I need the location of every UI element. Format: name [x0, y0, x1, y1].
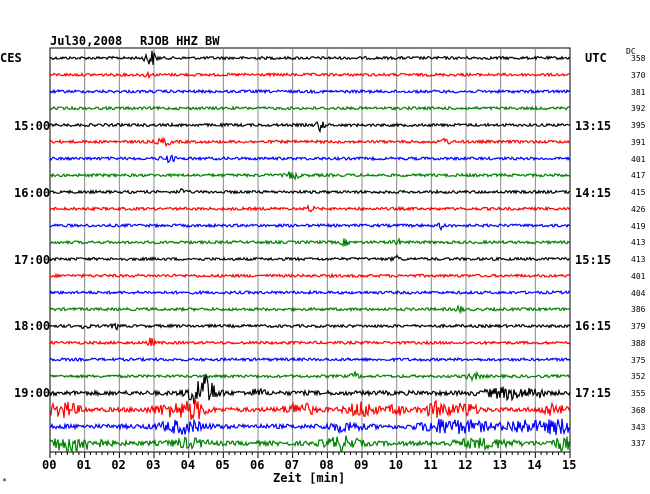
- dc-value: 388: [631, 338, 646, 348]
- dc-value: 358: [631, 54, 646, 63]
- seismic-trace: [49, 171, 571, 181]
- seismic-trace: [49, 322, 571, 331]
- x-tick-label: 03: [146, 458, 161, 472]
- seismic-trace: [49, 88, 571, 95]
- right-time-label: 16:15: [575, 319, 612, 333]
- x-tick-label: 11: [423, 458, 438, 472]
- seismic-trace: [49, 370, 571, 382]
- seismic-trace: [49, 70, 571, 80]
- seismic-trace: [49, 337, 571, 347]
- dc-value: 401: [631, 271, 646, 281]
- dc-value: 419: [631, 221, 646, 231]
- x-axis-label: Zeit [min]: [273, 471, 346, 485]
- dc-value: 415: [631, 188, 646, 197]
- x-tick-label: 05: [215, 458, 230, 472]
- seismic-trace: [49, 188, 571, 195]
- dc-value: 379: [631, 322, 646, 331]
- x-tick-label: 08: [319, 458, 334, 472]
- seismic-trace: [49, 304, 571, 315]
- dc-value: 352: [631, 372, 646, 382]
- seismic-trace: [49, 356, 571, 363]
- corner-mark: *: [2, 477, 7, 486]
- x-tick-label: 10: [388, 458, 404, 472]
- x-tick-label: 06: [250, 458, 265, 472]
- left-timezone-label: CES: [0, 51, 22, 65]
- dc-value: 355: [631, 389, 646, 398]
- seismic-trace: [49, 289, 571, 296]
- dc-label: DC: [626, 47, 636, 56]
- dc-value: 375: [631, 355, 646, 365]
- seismic-trace: [49, 203, 571, 213]
- seismic-trace: [49, 136, 571, 148]
- dc-value: 337: [631, 439, 646, 449]
- station-label: RJOB HHZ BW: [140, 34, 220, 48]
- dc-value: 417: [631, 171, 646, 181]
- right-timezone-label: UTC: [585, 51, 607, 65]
- seismic-trace: [49, 154, 571, 164]
- seismic-trace: [49, 373, 571, 405]
- seismic-trace: [49, 105, 571, 111]
- seismic-trace: [49, 272, 571, 279]
- x-tick-label: 12: [458, 458, 473, 472]
- x-tick-label: 13: [492, 458, 508, 472]
- dc-value: 401: [631, 154, 646, 164]
- seismic-trace: [49, 121, 571, 134]
- dc-value: 392: [631, 104, 646, 114]
- left-time-label: 18:00: [14, 319, 51, 333]
- seismic-trace: [50, 222, 571, 232]
- left-time-label: 17:00: [14, 253, 51, 267]
- seismic-trace: [49, 50, 571, 65]
- left-time-label: 19:00: [14, 386, 51, 400]
- dc-value: 413: [631, 238, 646, 248]
- dc-value: 381: [631, 87, 646, 97]
- seismic-trace: [49, 237, 571, 248]
- right-time-label: 13:15: [575, 119, 612, 133]
- dc-value: 395: [631, 121, 646, 130]
- dc-value: 370: [631, 70, 646, 80]
- seismic-trace: [49, 418, 571, 436]
- x-tick-label: 04: [180, 458, 196, 472]
- dc-value: 386: [631, 305, 646, 315]
- x-tick-label: 09: [354, 458, 369, 472]
- x-tick-label: 14: [527, 458, 542, 472]
- seismic-trace: [49, 254, 571, 263]
- x-tick-label: 02: [111, 458, 126, 472]
- seismic-trace: [49, 435, 571, 453]
- x-tick-label: 01: [76, 458, 92, 472]
- date-label: Jul30,2008: [50, 34, 123, 48]
- dc-value: 391: [631, 137, 646, 147]
- dc-value: 404: [631, 288, 646, 298]
- right-time-label: 14:15: [575, 186, 612, 200]
- right-time-label: 15:15: [575, 253, 612, 267]
- dc-value: 343: [631, 422, 646, 432]
- seismic-trace: [49, 399, 571, 421]
- x-tick-label: 07: [284, 458, 300, 472]
- left-time-label: 15:00: [14, 119, 51, 133]
- dc-value: 413: [631, 255, 646, 264]
- dc-value: 426: [631, 204, 646, 214]
- right-time-label: 17:15: [575, 386, 612, 400]
- left-time-label: 16:00: [14, 186, 51, 200]
- x-tick-label: 15: [562, 458, 577, 472]
- dc-value: 368: [631, 405, 646, 415]
- x-tick-label: 00: [42, 458, 57, 472]
